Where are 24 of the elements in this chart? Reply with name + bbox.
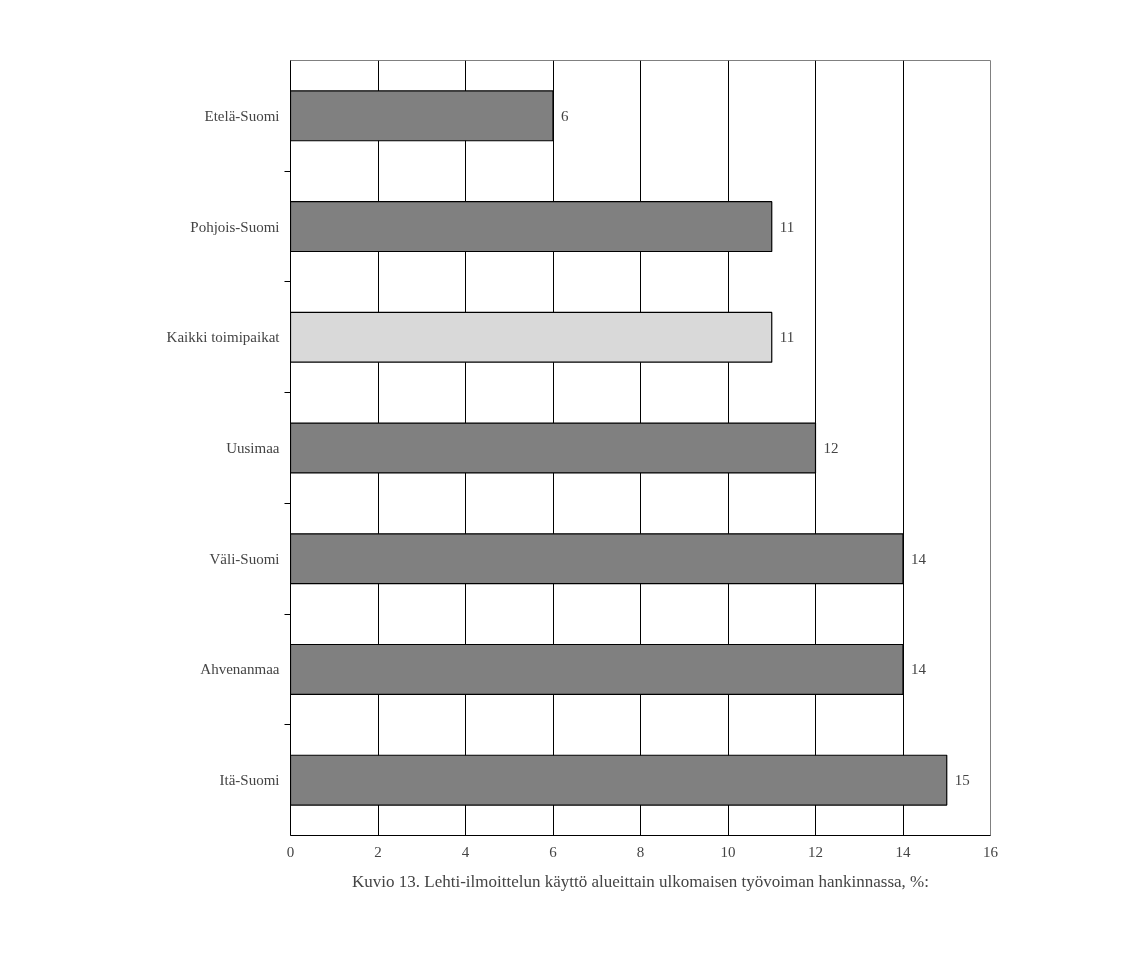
data-label: 12 [823, 440, 839, 456]
x-tick-label: 4 [461, 843, 470, 860]
x-tick-label: 14 [895, 843, 911, 860]
data-label: 14 [911, 550, 927, 567]
x-tick-label: 16 [983, 843, 999, 860]
data-label: 11 [779, 218, 795, 235]
y-tick-label: Väli-Suomi [209, 550, 280, 567]
text: Kuvio 13. Lehti-ilmoittelun käyttö alueittain ulkomaisen työvoiman hankinnassa, %: [352, 871, 929, 891]
y-tick-label: Itä-Suomi [219, 772, 280, 789]
y-tick-label: Etelä-Suomi [204, 107, 280, 124]
x-tick-label: 2 [374, 843, 382, 860]
data-label: 6 [561, 107, 569, 124]
x-tick-label: 10 [720, 843, 736, 860]
x-tick-label: 12 [808, 843, 823, 860]
x-tick-label: 6 [549, 843, 558, 860]
y-tick-label: Ahvenanmaa [200, 661, 280, 678]
y-tick-label: Kaikki toimipaikat [166, 329, 281, 346]
data-label: 14 [911, 661, 927, 678]
y-tick-label: Pohjois-Suomi [190, 218, 280, 235]
data-label: 15 [954, 772, 970, 789]
x-tick-label: 0 [286, 843, 295, 860]
data-label: 11 [779, 329, 795, 346]
x-tick-label: 8 [636, 843, 645, 860]
y-tick-label: Uusimaa [226, 440, 280, 456]
